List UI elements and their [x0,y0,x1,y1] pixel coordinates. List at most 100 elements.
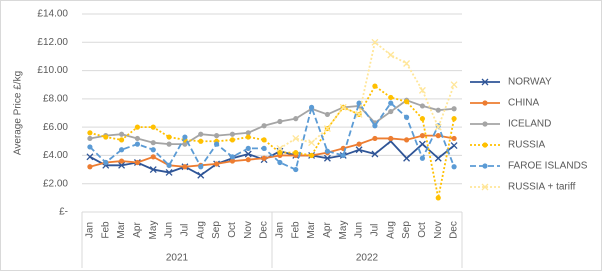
marker [277,118,283,125]
marker [355,146,363,154]
marker [356,141,362,147]
marker [182,164,188,170]
y-tick-label: £8.00 [43,93,68,104]
y-tick-label: £14.00 [37,9,68,20]
marker [388,108,394,115]
marker [150,140,156,146]
marker [450,142,458,149]
y-tick-label: £10.00 [37,65,68,76]
x-tick-label: May [338,221,349,240]
marker [229,137,236,143]
marker [418,86,426,94]
marker [418,140,426,148]
marker [198,164,204,170]
marker [293,150,299,156]
marker [403,137,410,143]
y-tick-label: £12.00 [37,37,68,48]
marker [87,130,93,136]
x-tick-label: Nov [433,221,444,239]
marker [118,161,126,169]
marker [261,155,267,161]
legend-label: RUSSIA + tariff [508,182,576,193]
x-tick-label: Nov [243,221,254,239]
marker [245,130,251,136]
legend-label: CHINA [508,98,539,109]
marker [388,100,394,106]
marker [118,131,125,137]
marker [356,100,362,106]
marker [213,161,220,167]
marker [276,144,284,152]
x-tick-label: Jun [164,222,175,238]
legend-marker [482,163,488,169]
marker [149,166,157,174]
marker [165,168,173,176]
legend-marker [482,142,488,148]
marker [87,144,93,150]
marker [372,123,378,129]
marker [118,137,125,143]
x-tick-label: Apr [322,222,333,238]
marker [166,141,172,147]
marker [451,116,457,122]
marker [229,131,236,137]
marker [451,106,457,112]
marker [324,148,331,154]
y-tick-label: £- [59,207,68,218]
marker [323,125,331,133]
series-line [89,84,455,199]
marker [419,103,426,109]
group-label: 2021 [166,253,189,264]
marker [182,134,188,140]
marker [355,110,363,118]
marker [387,51,395,59]
marker [434,154,442,162]
marker [118,147,125,153]
marker [339,103,347,111]
marker [372,135,378,142]
y-tick-label: £2.00 [43,178,68,189]
marker [419,133,426,139]
marker [308,104,315,110]
marker [434,123,442,131]
x-tick-label: Sep [211,221,222,239]
legend-label: FAROE ISLANDS [508,161,588,172]
marker [451,135,457,142]
marker [261,145,267,151]
marker [134,135,141,142]
marker [403,154,411,162]
marker [450,81,458,89]
legend-label: NORWAY [508,77,552,88]
x-tick-label: Aug [385,221,396,239]
legend-marker [481,78,489,86]
marker [371,38,379,46]
marker [261,137,267,143]
marker [198,138,204,144]
marker [419,116,426,122]
x-tick-label: May [148,221,159,240]
x-tick-label: Jun [354,222,365,238]
marker [388,94,394,101]
x-tick-label: Jul [370,224,381,237]
marker [213,133,220,139]
series-line [89,134,455,168]
legend-marker [481,183,489,191]
group-label: 2022 [356,253,379,264]
marker [118,158,125,164]
marker [150,147,156,153]
x-tick-label: Jul [180,224,191,237]
marker [403,99,410,105]
marker [292,134,300,142]
marker [103,159,109,166]
y-axis-title: Average Price £/kg [13,71,24,155]
marker [435,195,441,201]
marker [371,150,379,158]
y-tick-label: £6.00 [43,122,68,133]
marker [150,124,156,130]
marker [150,154,156,160]
marker [245,145,251,151]
y-tick-label: £4.00 [43,150,68,161]
x-tick-label: Jan [85,222,96,238]
marker [103,134,109,140]
